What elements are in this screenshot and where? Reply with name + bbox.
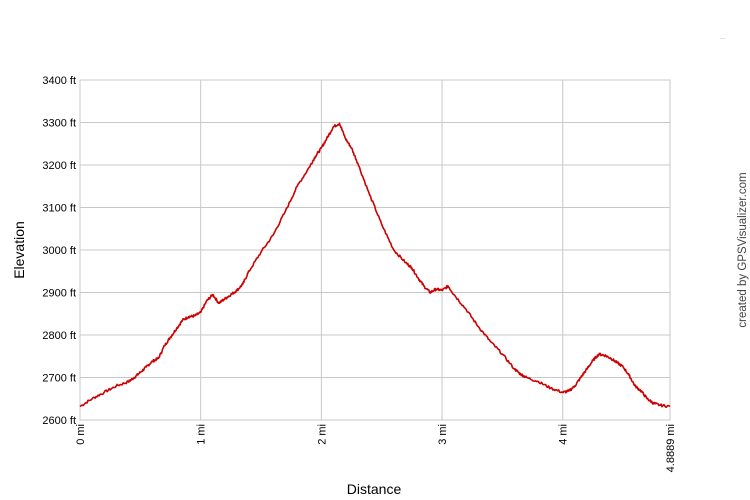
x-tick-label: 3 mi: [437, 424, 449, 445]
y-tick-label: 2700 ft: [42, 373, 76, 385]
corner-mark: ...: [720, 34, 726, 41]
y-tick-label: 3100 ft: [42, 203, 76, 215]
plot-border: [79, 79, 671, 421]
y-tick-label: 2800 ft: [42, 330, 76, 342]
y-tick-labels: 2600 ft 2700 ft 2800 ft 2900 ft 3000 ft 3100 …: [42, 75, 76, 427]
x-tick-labels: 0 mi 1 mi 2 mi 3 mi 4 mi 4.8889 mi: [75, 424, 677, 472]
x-tick-label: 2 mi: [316, 424, 328, 445]
x-tick-label: 4 mi: [558, 424, 570, 445]
y-axis-title: Elevation: [11, 221, 27, 279]
credit-text: created by GPSVisualizer.com: [737, 172, 749, 327]
x-tick-label: 0 mi: [75, 424, 87, 445]
y-tick-label: 3000 ft: [42, 245, 76, 257]
y-tick-label: 3200 ft: [42, 160, 76, 172]
y-tick-label: 2600 ft: [42, 415, 76, 427]
x-tick-label: 4.8889 mi: [665, 424, 677, 472]
y-tick-label: 3300 ft: [42, 118, 76, 130]
y-tick-label: 3400 ft: [42, 75, 76, 87]
elevation-line: [79, 122, 671, 408]
x-axis-title: Distance: [347, 481, 402, 497]
y-tick-label: 2900 ft: [42, 288, 76, 300]
x-tick-label: 1 mi: [196, 424, 208, 445]
